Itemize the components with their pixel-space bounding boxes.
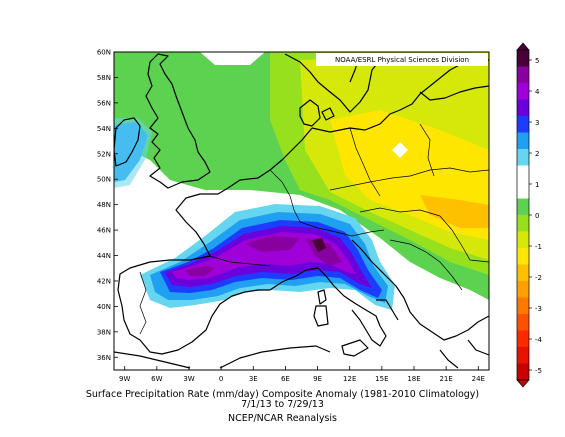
colorbar-label: -1 [535,243,542,251]
coast-west-europe [117,127,313,355]
colorbar-segment [517,248,529,265]
lon-tick-label: 12E [343,375,356,383]
credit-box [316,53,488,66]
coast-adriatic-balkans [351,239,489,341]
coast-ireland [114,117,141,167]
colorbar-segment [517,330,529,348]
coast-med-france-italy [269,267,399,347]
lat-tick-label: 58N [97,74,111,82]
lat-tick-label: 56N [97,99,111,107]
coast-corsica [317,289,327,305]
lat-tick-label: 50N [97,176,111,184]
border-france-spain [209,255,271,267]
border-romania [439,215,489,263]
colorbar-segment [517,182,529,199]
lat-tick-label: 44N [97,252,111,260]
longitude-axis: 9W 6W 3W 0 3E 6E 9E 12E 15E 18E 21E 24E [119,366,485,383]
lat-tick-label: 60N [97,49,111,57]
border-austria-hungary [359,207,441,217]
colorbar-segment [517,363,529,381]
lat-tick-label: 42N [97,277,111,285]
caption-line-3: NCEP/NCAR Reanalysis [227,413,337,424]
colorbar-label: 3 [535,119,539,127]
lon-tick-label: 0 [219,375,223,383]
credit-label: NOAA/ESRL Physical Sciences Division [335,56,469,64]
colorbar-segment [517,198,529,216]
lat-tick-label: 40N [97,303,111,311]
coast-sicily [341,339,369,357]
lon-tick-label: 3W [183,375,194,383]
colorbar-label: 4 [535,88,540,96]
colorbar-top-tip [516,42,530,51]
caption-line-1: Surface Precipitation Rate (mm/day) Comp… [85,389,480,400]
borders [139,123,489,335]
latitude-axis: 60N 58N 56N 54N 52N 50N 48N 46N 44N 42N 40N 38N 36N [97,49,118,362]
lon-tick-label: 21E [439,375,452,383]
colorbar-segment [517,66,529,84]
lon-tick-label: 3E [249,375,258,383]
colorbar-segment [517,149,529,166]
colorbar-label: -5 [535,367,542,375]
colorbar-label: -4 [535,336,543,344]
colorbar-segment [517,215,529,232]
lat-tick-label: 54N [97,125,111,133]
lon-tick-label: 18E [407,375,420,383]
anomaly-orange-region [420,195,489,228]
border-germany-poland [349,127,381,197]
border-alps [299,221,385,237]
anomaly-cyan-ireland-inner [114,118,152,188]
lat-tick-label: 46N [97,227,111,235]
colorbar-segment [517,50,529,67]
coast-greece [439,339,489,369]
colorbar-segment [517,231,529,249]
lon-tick-label: 9W [119,375,130,383]
anomaly-white-patch [392,142,408,158]
colorbar-segment [517,165,529,183]
colorbar-label: 5 [535,57,539,65]
colorbar-label: 1 [535,181,539,189]
colorbar: 5 4 3 2 1 0 -1 -2 -3 -4 -5 [516,42,543,388]
border-poland-east [419,123,435,177]
lat-tick-label: 52N [97,150,111,158]
colorbar-label: 0 [535,212,539,220]
colorbar-bottom-tip [516,379,530,388]
anomaly-white-patch-north [200,52,265,65]
lon-tick-label: 9E [313,375,322,383]
lat-tick-label: 48N [97,201,111,209]
coastlines [114,53,489,369]
map-area [114,52,489,370]
coast-north-africa [114,345,331,369]
anomaly-peak [312,238,326,252]
colorbar-segment [517,83,529,100]
lon-tick-label: 15E [375,375,388,383]
colorbar-label: -3 [535,305,542,313]
coast-denmark [299,99,335,127]
anomaly-positive-6 [185,236,342,276]
border-balkans [389,239,463,291]
coast-baltic [311,59,489,133]
coast-great-britain [145,53,211,189]
colorbar-label: 2 [535,150,539,158]
colorbar-segment [517,264,529,282]
lat-tick-label: 36N [97,354,111,362]
coast-sardinia [313,305,329,327]
colorbar-segment [517,132,529,150]
colorbar-segment [517,281,529,298]
lon-tick-label: 6E [281,375,290,383]
colorbar-segment [517,116,529,133]
colorbar-segment [517,99,529,117]
map-frame [113,51,490,371]
colorbar-segment [517,347,529,364]
lon-tick-label: 6W [151,375,162,383]
caption-line-2: 7/1/13 to 7/29/13 [241,399,324,410]
lon-tick-label: 24E [472,375,485,383]
border-central-europe [329,167,489,191]
colorbar-segment [517,297,529,315]
colorbar-segment [517,314,529,331]
border-spain-portugal [139,271,147,335]
colorbar-label: -2 [535,274,542,282]
lat-tick-label: 38N [97,328,111,336]
border-france-germany [269,169,301,223]
